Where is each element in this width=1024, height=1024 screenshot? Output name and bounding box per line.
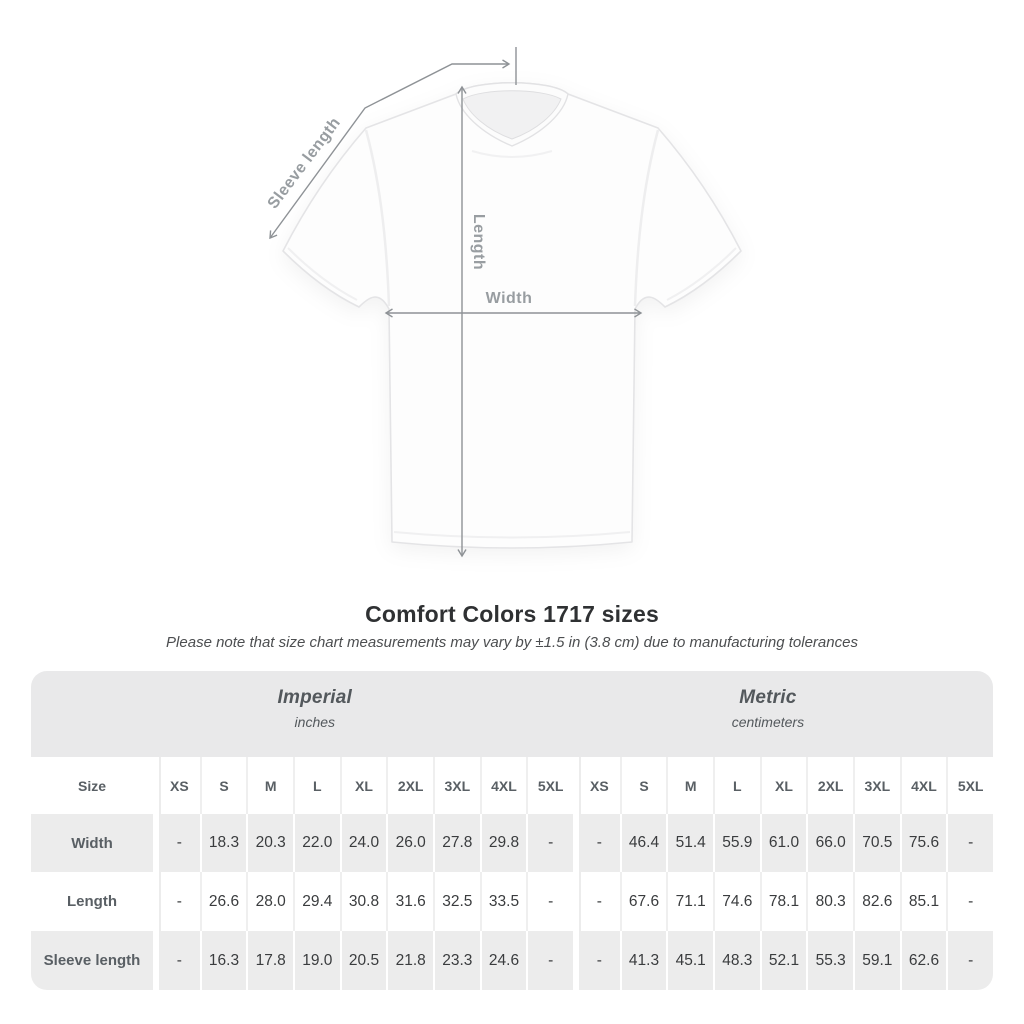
table-cell: 22.0 bbox=[293, 814, 340, 872]
table-cell: - bbox=[946, 931, 993, 990]
imperial-units: inches bbox=[294, 714, 336, 730]
table-cell: 26.6 bbox=[199, 872, 247, 931]
table-cell: 24.6 bbox=[479, 931, 527, 990]
table-cell: - bbox=[573, 814, 620, 872]
column-header-imperial-s: S bbox=[199, 757, 247, 814]
table-cell: 31.6 bbox=[386, 872, 433, 931]
table-cell: 29.8 bbox=[479, 814, 527, 872]
table-cell: - bbox=[526, 872, 573, 931]
table-cell: 75.6 bbox=[899, 814, 947, 872]
sleeve-length-arrow bbox=[269, 59, 511, 240]
table-cell: 17.8 bbox=[246, 931, 293, 990]
column-header-imperial-5xl: 5XL bbox=[526, 757, 573, 814]
table-cell: 27.8 bbox=[433, 814, 480, 872]
metric-group-header: Metric centimeters bbox=[732, 687, 804, 730]
column-header-metric-4xl: 4XL bbox=[899, 757, 947, 814]
length-label: Length bbox=[470, 214, 487, 270]
table-cell: 16.3 bbox=[199, 931, 247, 990]
metric-label: Metric bbox=[739, 687, 797, 708]
row-label: Length bbox=[67, 893, 117, 910]
row-label: Sleeve length bbox=[43, 952, 141, 969]
table-cell: 30.8 bbox=[339, 872, 387, 931]
table-cell: 48.3 bbox=[713, 931, 760, 990]
column-header-metric-2xl: 2XL bbox=[806, 757, 853, 814]
column-header-imperial-xs: XS bbox=[153, 757, 200, 814]
table-cell: 19.0 bbox=[293, 931, 340, 990]
size-chart-table: Imperial inches Metric centimeters Size … bbox=[31, 671, 993, 990]
table-cell: 23.3 bbox=[433, 931, 480, 990]
column-header-metric-l: L bbox=[713, 757, 760, 814]
table-row-length: Length - 26.6 28.0 29.4 30.8 31.6 32.5 3… bbox=[31, 872, 993, 931]
table-cell: 70.5 bbox=[853, 814, 900, 872]
table-cell: 55.9 bbox=[713, 814, 760, 872]
table-cell: 59.1 bbox=[853, 931, 900, 990]
column-header-imperial-3xl: 3XL bbox=[433, 757, 480, 814]
table-cell: 18.3 bbox=[199, 814, 247, 872]
table-cell: 45.1 bbox=[666, 931, 713, 990]
column-header-imperial-4xl: 4XL bbox=[479, 757, 527, 814]
table-cell: 66.0 bbox=[806, 814, 853, 872]
table-cell: 78.1 bbox=[759, 872, 807, 931]
tshirt-measurement-diagram: Sleeve length Length Width bbox=[265, 47, 742, 558]
column-header-imperial-m: M bbox=[246, 757, 293, 814]
table-cell: - bbox=[526, 931, 573, 990]
table-cell: 29.4 bbox=[293, 872, 340, 931]
page-title: Comfort Colors 1717 sizes bbox=[365, 601, 659, 627]
column-header-imperial-xl: XL bbox=[339, 757, 387, 814]
size-column-header: Size bbox=[77, 777, 106, 794]
table-cell: 32.5 bbox=[433, 872, 480, 931]
column-header-imperial-2xl: 2XL bbox=[386, 757, 433, 814]
table-cell: 74.6 bbox=[713, 872, 760, 931]
table-cell: 61.0 bbox=[759, 814, 807, 872]
tshirt-image bbox=[282, 81, 742, 549]
column-header-metric-s: S bbox=[619, 757, 667, 814]
imperial-label: Imperial bbox=[277, 687, 353, 708]
column-header-row: Size XS S M L XL 2XL 3XL 4XL 5XL XS S M … bbox=[31, 757, 993, 814]
tolerance-note: Please note that size chart measurements… bbox=[166, 634, 858, 651]
table-row-sleeve-length: Sleeve length - 16.3 17.8 19.0 20.5 21.8… bbox=[31, 931, 993, 990]
table-cell: 82.6 bbox=[853, 872, 900, 931]
table-cell: 85.1 bbox=[899, 872, 947, 931]
table-cell: 80.3 bbox=[806, 872, 853, 931]
table-cell: - bbox=[573, 872, 620, 931]
table-cell: 20.5 bbox=[339, 931, 387, 990]
table-cell: 26.0 bbox=[386, 814, 433, 872]
table-cell: 52.1 bbox=[759, 931, 807, 990]
imperial-group-header: Imperial inches bbox=[278, 687, 352, 730]
table-cell: 20.3 bbox=[246, 814, 293, 872]
table-cell: 28.0 bbox=[246, 872, 293, 931]
column-header-metric-xl: XL bbox=[759, 757, 807, 814]
column-header-metric-5xl: 5XL bbox=[946, 757, 993, 814]
table-cell: - bbox=[946, 814, 993, 872]
table-cell: - bbox=[153, 931, 200, 990]
table-cell: - bbox=[573, 931, 620, 990]
table-cell: - bbox=[153, 814, 200, 872]
column-header-imperial-l: L bbox=[293, 757, 340, 814]
table-cell: - bbox=[946, 872, 993, 931]
table-cell: - bbox=[526, 814, 573, 872]
table-cell: 55.3 bbox=[806, 931, 853, 990]
table-cell: 46.4 bbox=[619, 814, 667, 872]
column-header-metric-3xl: 3XL bbox=[853, 757, 900, 814]
column-header-metric-xs: XS bbox=[573, 757, 620, 814]
width-label: Width bbox=[486, 290, 533, 307]
row-label: Width bbox=[71, 834, 113, 852]
table-cell: 41.3 bbox=[619, 931, 667, 990]
table-cell: 67.6 bbox=[619, 872, 667, 931]
table-cell: 71.1 bbox=[666, 872, 713, 931]
table-cell: 51.4 bbox=[666, 814, 713, 872]
table-cell: 62.6 bbox=[899, 931, 947, 990]
table-cell: 21.8 bbox=[386, 931, 433, 990]
table-cell: - bbox=[153, 872, 200, 931]
metric-units: centimeters bbox=[731, 714, 805, 730]
unit-group-header-band: Imperial inches Metric centimeters bbox=[31, 671, 993, 757]
table-cell: 33.5 bbox=[479, 872, 527, 931]
column-header-metric-m: M bbox=[666, 757, 713, 814]
table-row-width: Width - 18.3 20.3 22.0 24.0 26.0 27.8 29… bbox=[31, 814, 993, 872]
table-cell: 24.0 bbox=[339, 814, 387, 872]
